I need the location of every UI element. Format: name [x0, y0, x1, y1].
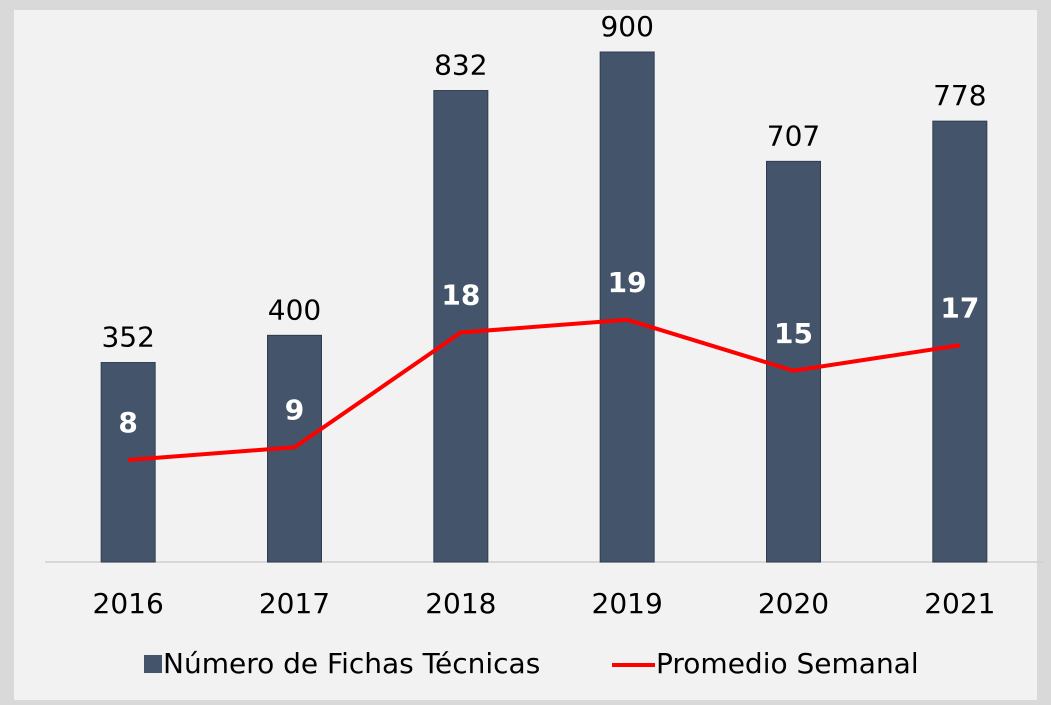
- line: [128, 317, 961, 462]
- bar: [599, 51, 655, 563]
- line-value-label: 15: [774, 317, 813, 350]
- line-value-label: 9: [285, 393, 304, 426]
- bar-value-label: 900: [600, 10, 653, 43]
- x-tick-label: 2018: [425, 587, 496, 620]
- plot-background: [14, 10, 1037, 700]
- bar-value-label: 832: [434, 49, 487, 82]
- x-tick-label: 2017: [259, 587, 330, 620]
- legend-swatch: [144, 655, 162, 673]
- line-value-label: 18: [441, 279, 480, 312]
- bar-value-label: 352: [101, 321, 154, 354]
- x-tick-label: 2016: [93, 587, 164, 620]
- bar: [100, 362, 156, 563]
- x-tick-label: 2019: [592, 587, 663, 620]
- line-value-label: 17: [940, 291, 979, 324]
- legend-label: Número de Fichas Técnicas: [163, 647, 540, 680]
- bar: [932, 120, 988, 563]
- bar-value-label: 778: [933, 79, 986, 112]
- bar-value-label: 400: [268, 293, 321, 326]
- line-value-label: 19: [608, 266, 647, 299]
- bar: [766, 160, 821, 563]
- x-tick-label: 2021: [924, 587, 995, 620]
- line-value-label: 8: [118, 406, 137, 439]
- bar-value-label: 707: [767, 119, 820, 152]
- x-tick-label: 2020: [758, 587, 829, 620]
- bar: [433, 90, 489, 563]
- legend-label: Promedio Semanal: [656, 647, 919, 680]
